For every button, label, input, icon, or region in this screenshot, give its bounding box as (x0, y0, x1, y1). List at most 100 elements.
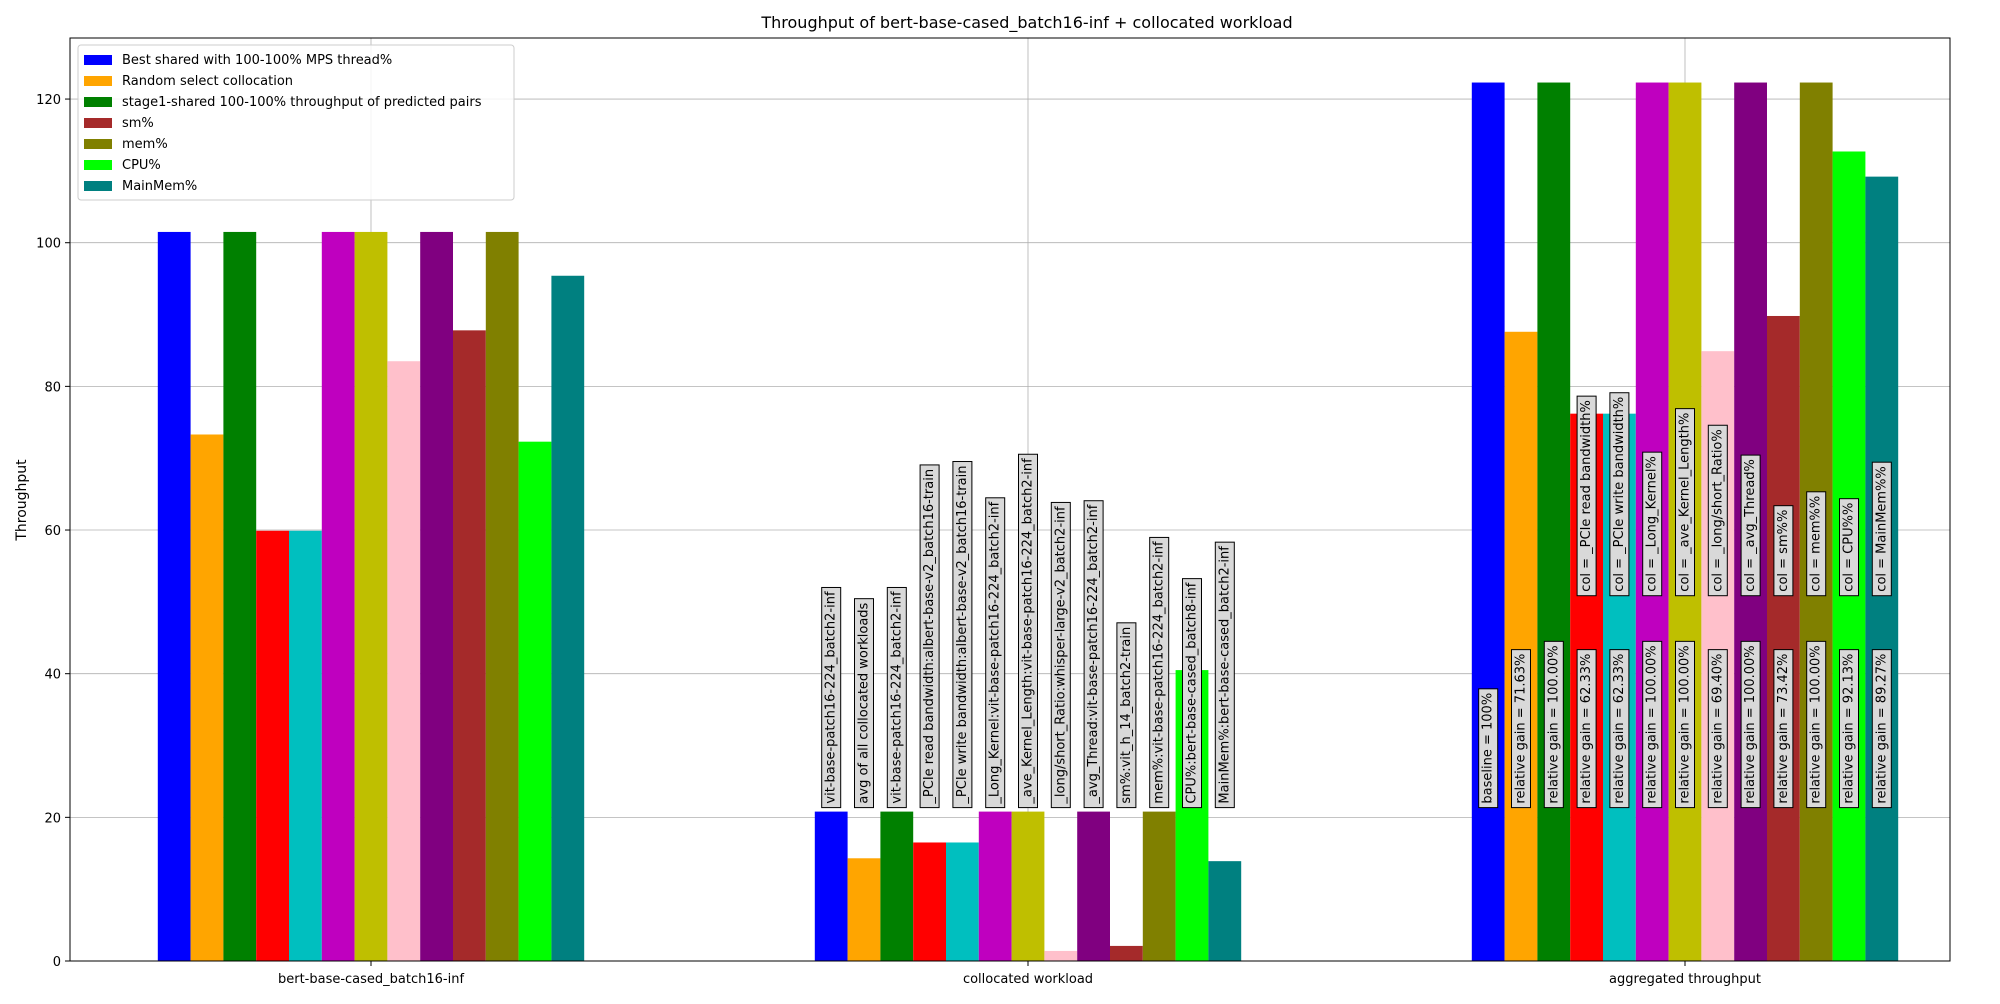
collocated-annotation-5-box (952, 461, 973, 809)
bar-1-2 (190, 434, 224, 961)
gain-annotation-12-box (1839, 649, 1859, 809)
bar-1-7 (354, 231, 388, 961)
collocated-annotation-6-box (985, 497, 1006, 809)
bar-3-2 (1504, 331, 1538, 961)
gain-annotation-12: relative gain = 92.13% (1839, 649, 1859, 809)
bar-2-6 (978, 811, 1012, 961)
collocated-annotation-10-box (1116, 622, 1137, 809)
legend: Best shared with 100-100% MPS thread% Ran… (77, 44, 515, 201)
gain-annotation-8: relative gain = 69.40% (1707, 649, 1728, 809)
gain-annotation-3-box (1543, 640, 1564, 809)
col-annotation-11-text: col = mem%% (1809, 496, 1824, 592)
col-annotation-6-text: col = _Long_Kernel% (1645, 456, 1660, 592)
col-annotation-7: col = _ave_Kernel_Length% (1675, 408, 1695, 597)
collocated-annotation-1: vit-base-patch16-224_batch2-inf (821, 586, 842, 809)
col-annotation-9-text: col = _avg_Thread% (1743, 459, 1758, 592)
gain-annotation-4-text: relative gain = 62.33% (1579, 654, 1594, 804)
col-annotation-7-text: col = _ave_Kernel_Length% (1678, 413, 1693, 592)
collocated-annotation-3-box (886, 586, 907, 809)
bar-1-8 (387, 361, 421, 961)
gain-annotation-7-text: relative gain = 100.00% (1678, 645, 1693, 803)
bar-2-2 (847, 858, 881, 961)
bars-layer (157, 82, 1899, 962)
gain-annotation-5-box (1609, 649, 1630, 809)
gain-annotation-11: relative gain = 100.00% (1806, 640, 1827, 809)
collocated-annotation-4-text: _PCIe read bandwidth:albert-base-v2_batc… (922, 469, 937, 805)
col-annotation-8-box (1707, 424, 1728, 597)
gain-annotation-9-text: relative gain = 100.00% (1743, 645, 1758, 803)
legend-label: MainMem% (122, 179, 197, 194)
col-annotation-11: col = mem%% (1806, 491, 1827, 597)
collocated-annotation-10: sm%:vit_h_14_batch2-train (1116, 622, 1137, 809)
gain-annotation-11-text: relative gain = 100.00% (1809, 645, 1824, 803)
plot-frame (69, 37, 1951, 962)
collocated-annotation-6-text: _Long_Kernel:vit-base-patch16-224_batch2… (988, 501, 1003, 804)
gain-annotation-10-box (1773, 649, 1794, 809)
col-annotation-6-box (1642, 451, 1663, 597)
x-tick-label: collocated workload (963, 972, 1093, 987)
collocated-annotation-2-box (854, 598, 874, 809)
y-tick-label: 100 (36, 237, 61, 252)
legend-label: Random select collocation (122, 74, 293, 89)
bar-1-12 (518, 441, 552, 961)
col-annotation-9-box (1740, 454, 1761, 597)
collocated-annotation-3-text: vit-base-patch16-224_batch2-inf (889, 591, 904, 804)
bar-2-10 (1110, 945, 1143, 961)
gain-annotation-1-text: baseline = 100% (1481, 693, 1496, 804)
bar-2-5 (946, 842, 979, 961)
collocated-annotation-7: _ave_Kernel_Length:vit-base-patch16-224_… (1018, 453, 1038, 809)
gain-annotation-4: relative gain = 62.33% (1576, 649, 1597, 809)
bar-1-11 (485, 231, 519, 961)
collocated-annotation-11: mem%:vit-base-patch16-224_batch2-inf (1149, 536, 1170, 809)
col-annotation-9: col = _avg_Thread% (1740, 454, 1761, 597)
legend-label: stage1-shared 100-100% throughput of pre… (122, 95, 482, 110)
gain-annotation-4-box (1576, 649, 1597, 809)
y-tick-label: 20 (44, 811, 61, 826)
col-annotation-8-text: col = _long/short_Ratio% (1710, 429, 1725, 591)
bar-1-5 (289, 530, 322, 961)
col-annotation-5-text: col = _PCIe write bandwidth% (1612, 397, 1627, 592)
y-tick-label: 80 (44, 380, 61, 395)
gain-annotation-6-box (1642, 640, 1663, 809)
gain-annotation-2-box (1511, 649, 1531, 809)
y-axis-label: Throughput (14, 459, 30, 542)
collocated-annotation-5: _PCIe write bandwidth:albert-base-v2_bat… (952, 461, 973, 809)
gain-annotation-8-text: relative gain = 69.40% (1710, 654, 1725, 804)
collocated-annotation-7-text: _ave_Kernel_Length:vit-base-patch16-224_… (1021, 458, 1036, 805)
bar-2-7 (1011, 811, 1045, 961)
collocated-annotation-11-box (1149, 536, 1170, 809)
legend-swatch (84, 181, 112, 191)
y-tick-label: 60 (44, 524, 61, 539)
axes-layer: 0 20 40 60 80 100 120 bert-base-cased_batch16-i… (36, 37, 1951, 987)
x-tick-label: bert-base-cased_batch16-inf (278, 972, 464, 987)
legend-swatch (84, 97, 112, 107)
col-annotation-5: col = _PCIe write bandwidth% (1609, 392, 1630, 597)
collocated-annotation-8-text: _long/short_Ratio:whisper-large-v2_batch… (1053, 506, 1068, 805)
col-annotation-4-text: col = _PCIe read bandwidth% (1579, 400, 1594, 592)
col-annotation-13-text: col = MainMem%% (1874, 466, 1889, 592)
bar-2-3 (880, 811, 914, 961)
bar-3-10 (1767, 315, 1800, 961)
collocated-annotation-1-box (821, 586, 842, 809)
col-annotation-12-text: col = CPU%% (1842, 503, 1857, 592)
bar-1-4 (256, 530, 289, 961)
bar-3-1 (1471, 82, 1505, 961)
gain-annotation-3: relative gain = 100.00% (1543, 640, 1564, 809)
legend-swatch (84, 55, 112, 65)
collocated-annotation-9: _avg_Thread:vit-base-patch16-224_batch2-… (1083, 500, 1104, 809)
gain-annotation-9: relative gain = 100.00% (1740, 640, 1761, 809)
collocated-annotation-1-text: vit-base-patch16-224_batch2-inf (824, 591, 839, 804)
collocated-annotation-5-text: _PCIe write bandwidth:albert-base-v2_bat… (955, 466, 970, 805)
legend-swatch (84, 118, 112, 128)
gain-annotation-13-box (1871, 649, 1892, 809)
bar-2-13 (1208, 861, 1242, 961)
collocated-annotation-12-box (1182, 578, 1202, 809)
gain-annotation-7: relative gain = 100.00% (1675, 640, 1695, 809)
gain-annotation-7-box (1675, 640, 1695, 809)
bar-1-6 (321, 231, 355, 961)
gain-annotation-13: relative gain = 89.27% (1871, 649, 1892, 809)
col-annotation-5-box (1609, 392, 1630, 597)
bar-1-9 (420, 231, 453, 961)
col-annotation-12: col = CPU%% (1839, 498, 1859, 597)
